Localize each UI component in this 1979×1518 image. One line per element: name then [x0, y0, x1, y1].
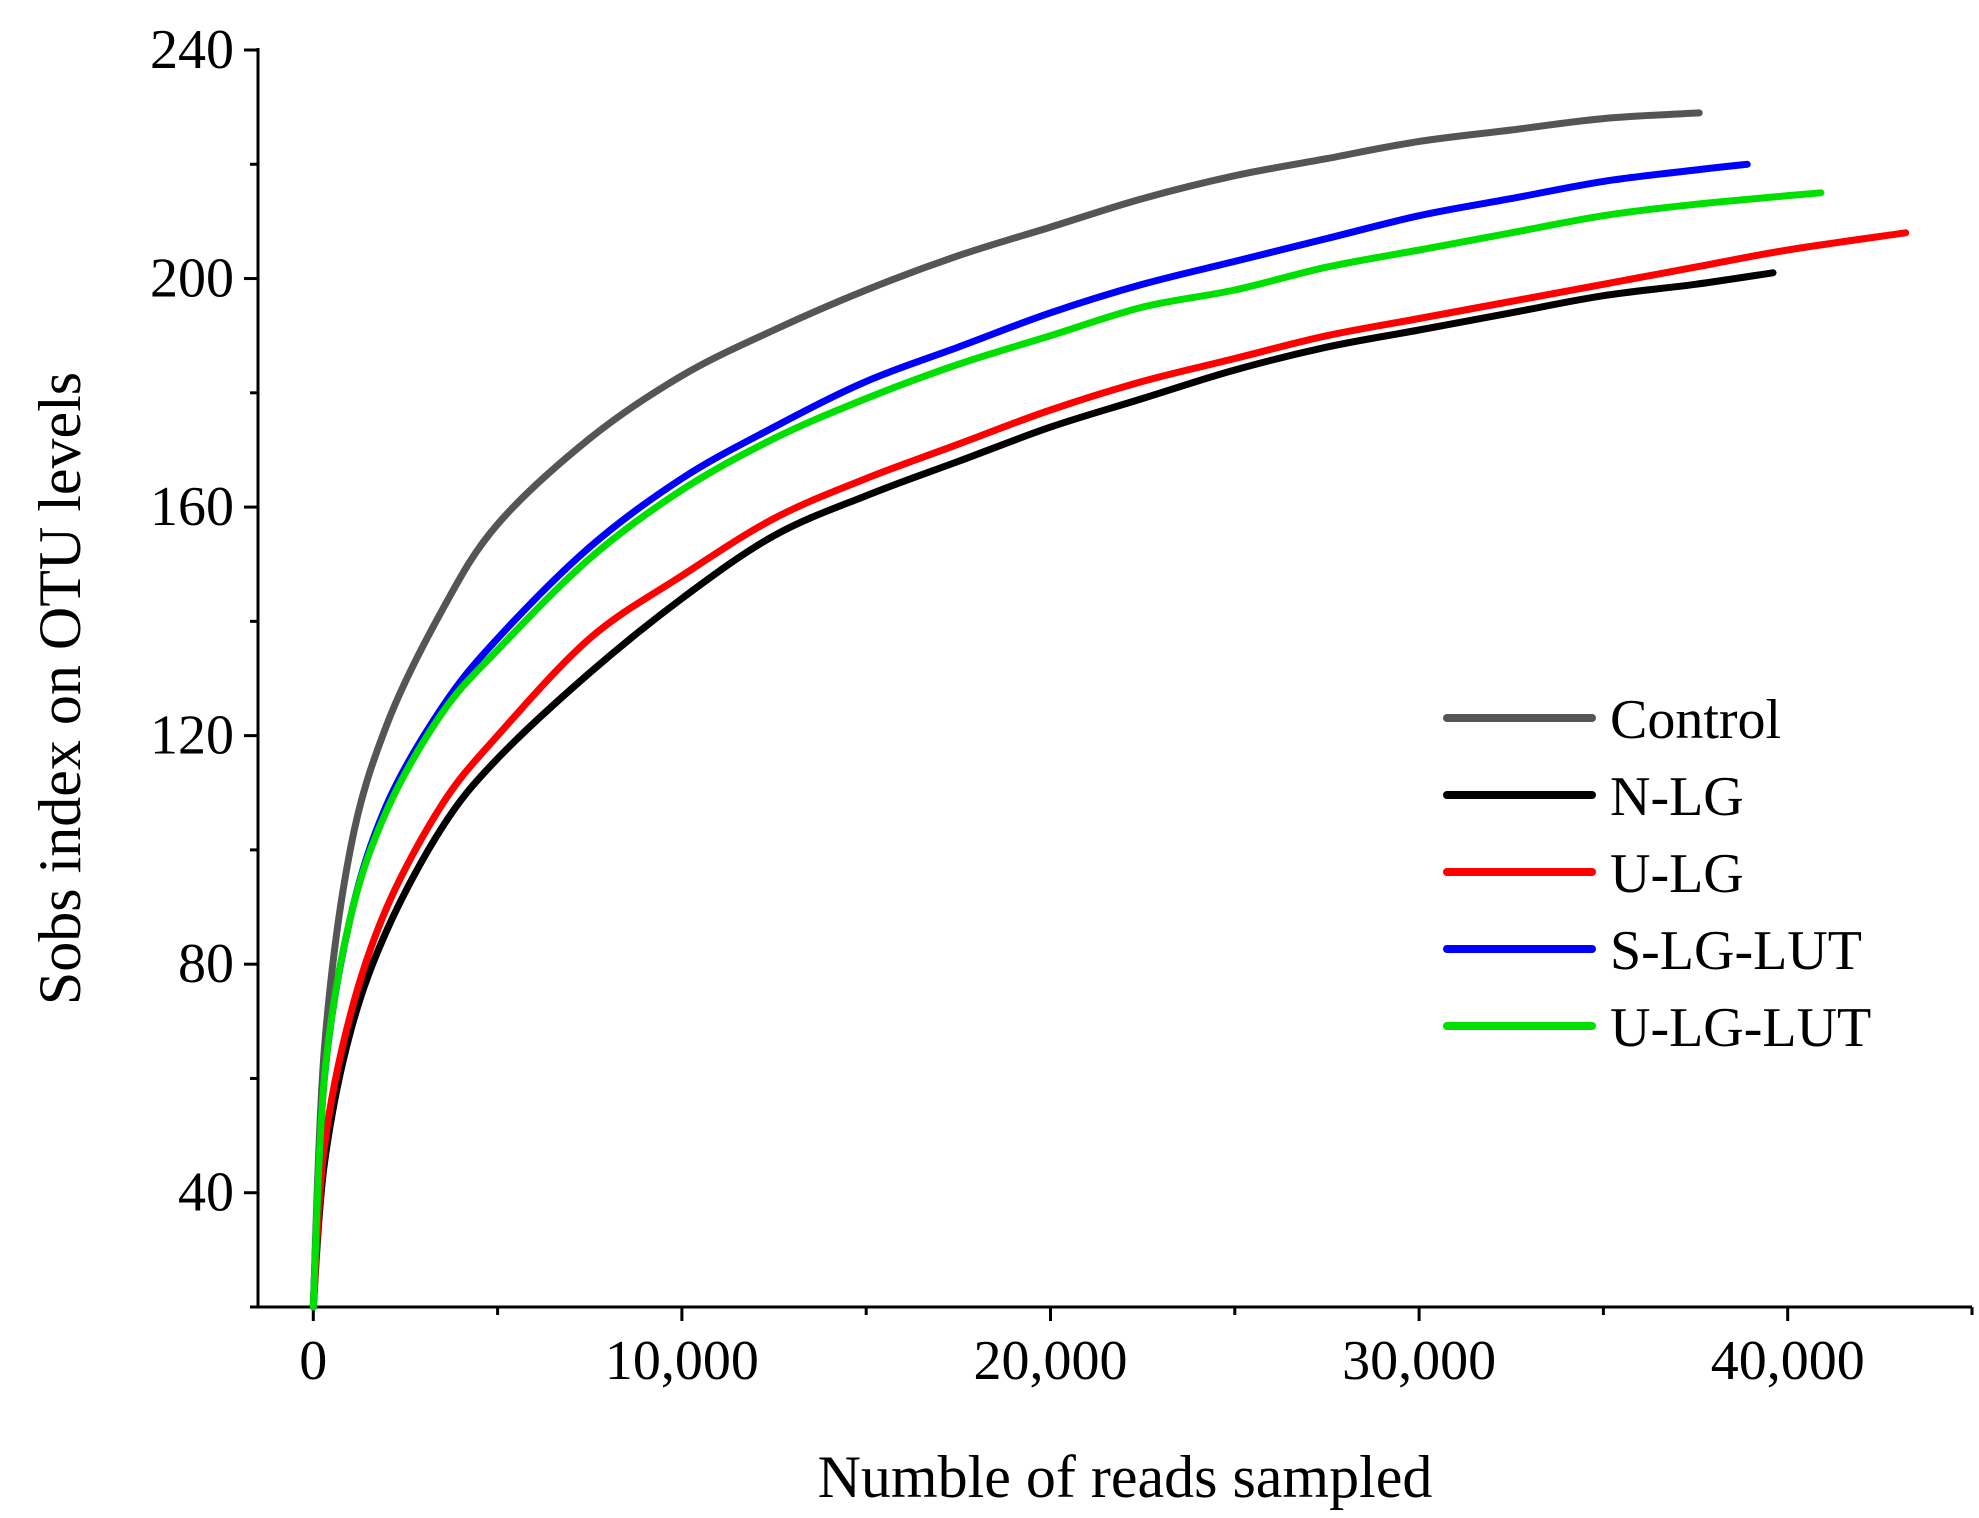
x-axis-title: Numble of reads sampled: [818, 1444, 1433, 1510]
x-tick-label: 0: [299, 1330, 327, 1392]
y-tick-label: 200: [150, 248, 234, 310]
series-line-s-lg-lut: [309, 160, 1751, 1311]
plot-lines: [309, 109, 1910, 1311]
y-tick-label: 80: [178, 933, 234, 995]
series-line-n-lg: [309, 269, 1777, 1311]
legend-label-n-lg: N-LG: [1610, 766, 1744, 828]
y-tick-label: 240: [150, 19, 234, 81]
legend: Control N-LG U-LG S-LG-LUT U-LG-LUT: [1443, 689, 1871, 1059]
legend-label-s-lg-lut: S-LG-LUT: [1610, 920, 1862, 982]
legend-label-u-lg: U-LG: [1610, 843, 1744, 905]
y-tick-label: 160: [150, 476, 234, 538]
series-line-control: [309, 109, 1703, 1311]
axes: 40 80 120 160 200 240 0 10,000 20,000 30,000 40,00…: [150, 19, 1974, 1392]
x-tick-label: 10,000: [605, 1330, 759, 1392]
series-line-u-lg-lut: [309, 189, 1825, 1311]
legend-label-u-lg-lut: U-LG-LUT: [1610, 997, 1871, 1059]
y-axis-title: Sobs index on OTU levels: [27, 372, 93, 1005]
x-tick-label: 40,000: [1711, 1330, 1865, 1392]
series-line-u-lg: [309, 229, 1910, 1311]
y-tick-label: 40: [178, 1162, 234, 1224]
x-tick-label: 30,000: [1342, 1330, 1496, 1392]
x-tick-label: 20,000: [973, 1330, 1127, 1392]
legend-label-control: Control: [1610, 689, 1781, 751]
y-tick-label: 120: [150, 705, 234, 767]
